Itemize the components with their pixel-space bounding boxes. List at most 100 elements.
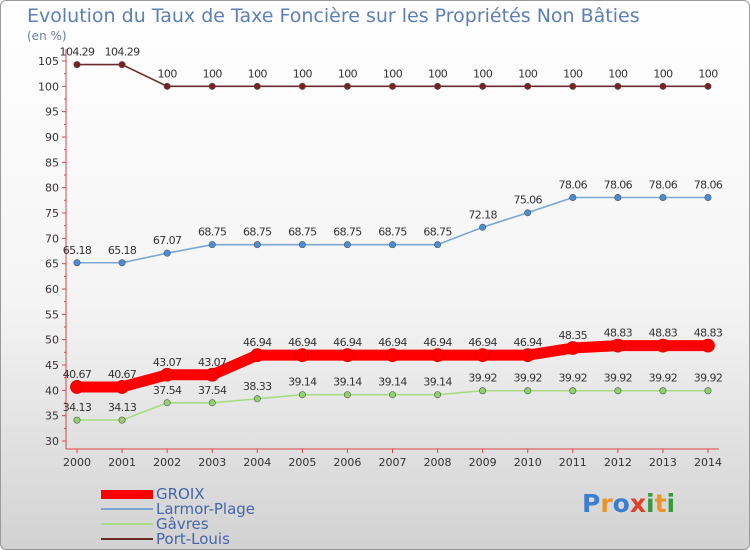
logo-letter: i — [646, 489, 655, 518]
x-tick-label: 2002 — [153, 456, 181, 469]
data-point — [253, 82, 261, 90]
data-label: 46.94 — [243, 336, 272, 349]
data-point — [434, 82, 442, 90]
data-point — [569, 193, 577, 201]
data-label: 40.67 — [63, 368, 92, 381]
data-point — [163, 249, 171, 257]
data-label: 46.94 — [468, 336, 497, 349]
data-point — [614, 193, 622, 201]
x-tick-label: 2008 — [424, 456, 452, 469]
x-tick-label: 2014 — [694, 456, 722, 469]
legend-swatch-port-louis — [101, 538, 153, 540]
data-label: 78.06 — [694, 178, 723, 191]
legend-label-port-louis: Port-Louis — [156, 530, 230, 548]
y-tick-label: 45 — [45, 359, 59, 372]
data-label: 48.35 — [559, 329, 588, 342]
y-tick-label: 80 — [45, 182, 59, 195]
proxiti-logo: Proxiti — [582, 489, 675, 518]
data-label: 46.94 — [288, 336, 317, 349]
data-label: 46.94 — [423, 336, 452, 349]
x-tick-label: 2013 — [649, 456, 677, 469]
data-point — [614, 82, 622, 90]
data-label: 68.75 — [288, 226, 317, 239]
data-label: 40.67 — [108, 368, 137, 381]
legend-swatch-groix — [101, 489, 153, 499]
data-point — [73, 259, 81, 267]
data-label: 46.94 — [378, 336, 407, 349]
data-label: 39.92 — [559, 372, 588, 385]
data-point — [163, 399, 171, 407]
data-label: 39.14 — [423, 376, 452, 389]
data-point — [520, 348, 535, 363]
data-point — [388, 82, 396, 90]
data-point — [569, 82, 577, 90]
data-label: 39.92 — [604, 372, 633, 385]
data-point — [524, 209, 532, 217]
data-label: 65.18 — [63, 244, 92, 257]
data-point — [118, 259, 126, 267]
data-label: 100 — [338, 67, 358, 80]
data-label: 72.18 — [468, 208, 497, 221]
x-tick-label: 2005 — [288, 456, 316, 469]
data-label: 48.83 — [694, 327, 723, 340]
data-label: 43.07 — [198, 356, 227, 369]
data-label: 100 — [428, 67, 448, 80]
data-point — [340, 348, 355, 363]
data-label: 68.75 — [423, 226, 452, 239]
data-label: 39.92 — [513, 372, 542, 385]
legend-item-gavres: Gâvres — [101, 516, 209, 532]
legend-item-groix: GROIX — [101, 486, 205, 502]
data-point — [701, 338, 715, 353]
data-point — [250, 348, 265, 363]
logo-letter: P — [582, 489, 601, 518]
data-point — [388, 241, 396, 249]
data-label: 100 — [518, 67, 538, 80]
data-point — [704, 387, 712, 395]
data-point — [434, 241, 442, 249]
logo-letter: o — [612, 489, 630, 518]
y-tick-label: 35 — [45, 410, 59, 423]
y-tick-label: 95 — [45, 106, 59, 119]
data-label: 39.92 — [649, 372, 678, 385]
data-point — [253, 241, 261, 249]
data-point — [475, 348, 490, 363]
data-point — [704, 82, 712, 90]
x-tick-label: 2000 — [63, 456, 91, 469]
legend-item-larmor-plage: Larmor-Plage — [101, 501, 255, 517]
data-label: 104.29 — [60, 46, 95, 59]
legend-label-groix: GROIX — [156, 485, 205, 503]
data-label: 34.13 — [108, 401, 137, 414]
data-label: 39.14 — [333, 376, 362, 389]
data-point — [343, 241, 351, 249]
data-label: 78.06 — [604, 178, 633, 191]
data-point — [295, 348, 310, 363]
data-point — [73, 61, 81, 69]
data-label: 100 — [383, 67, 403, 80]
data-label: 78.06 — [559, 178, 588, 191]
data-label: 68.75 — [333, 226, 362, 239]
data-label: 75.06 — [513, 194, 542, 207]
data-point — [524, 82, 532, 90]
logo-letter: r — [600, 489, 613, 518]
data-label: 39.92 — [468, 372, 497, 385]
data-point — [659, 387, 667, 395]
y-tick-label: 70 — [45, 232, 59, 245]
logo-letter: x — [629, 489, 646, 518]
data-point — [524, 387, 532, 395]
data-label: 100 — [248, 67, 268, 80]
data-label: 100 — [158, 67, 178, 80]
data-point — [73, 416, 81, 424]
y-tick-label: 100 — [38, 80, 59, 93]
x-tick-label: 2009 — [469, 456, 497, 469]
data-label: 67.07 — [153, 234, 182, 247]
y-tick-label: 40 — [45, 384, 59, 397]
data-point — [659, 193, 667, 201]
data-point — [208, 82, 216, 90]
logo-letter: i — [666, 489, 676, 518]
data-point — [614, 387, 622, 395]
data-point — [208, 399, 216, 407]
data-label: 39.14 — [378, 376, 407, 389]
unit-label: (en %) — [27, 29, 67, 43]
y-tick-label: 85 — [45, 156, 59, 169]
